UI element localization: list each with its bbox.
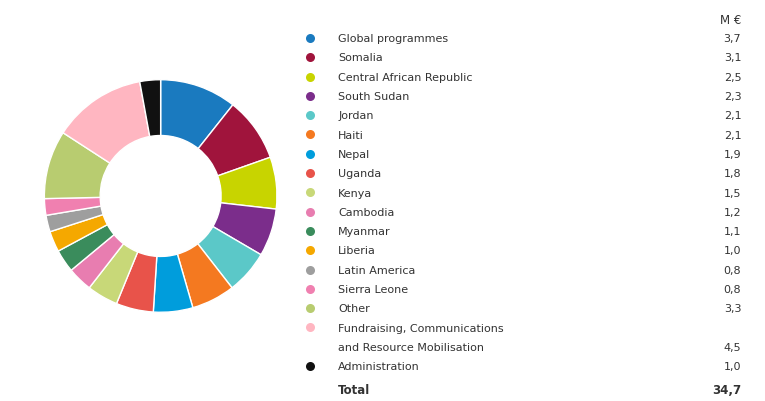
Wedge shape <box>161 81 233 149</box>
Text: 1,2: 1,2 <box>724 207 741 217</box>
Text: Somalia: Somalia <box>338 53 382 63</box>
Wedge shape <box>213 203 276 255</box>
Text: 1,0: 1,0 <box>724 246 741 256</box>
Text: Jordan: Jordan <box>338 111 373 121</box>
Text: 2,5: 2,5 <box>724 73 741 83</box>
Text: 1,1: 1,1 <box>724 227 741 237</box>
Text: 2,3: 2,3 <box>724 92 741 102</box>
Text: Liberia: Liberia <box>338 246 376 256</box>
Text: 0,8: 0,8 <box>724 265 741 275</box>
Text: M €: M € <box>720 14 741 27</box>
Text: 0,8: 0,8 <box>724 284 741 294</box>
Text: Myanmar: Myanmar <box>338 227 391 237</box>
Text: 4,5: 4,5 <box>724 342 741 352</box>
Text: 1,5: 1,5 <box>724 188 741 198</box>
Text: Sierra Leone: Sierra Leone <box>338 284 409 294</box>
Text: Global programmes: Global programmes <box>338 34 448 44</box>
Text: Uganda: Uganda <box>338 169 382 179</box>
Text: 3,3: 3,3 <box>724 304 741 314</box>
Text: Latin America: Latin America <box>338 265 415 275</box>
Wedge shape <box>71 235 123 288</box>
Text: 3,1: 3,1 <box>724 53 741 63</box>
Wedge shape <box>50 215 107 251</box>
Text: and Resource Mobilisation: and Resource Mobilisation <box>338 342 484 352</box>
Text: Haiti: Haiti <box>338 130 364 140</box>
Text: 3,7: 3,7 <box>724 34 741 44</box>
Text: Nepal: Nepal <box>338 150 370 160</box>
Text: 1,0: 1,0 <box>724 361 741 371</box>
Text: South Sudan: South Sudan <box>338 92 409 102</box>
Text: 1,9: 1,9 <box>724 150 741 160</box>
Wedge shape <box>116 252 157 312</box>
Wedge shape <box>153 255 193 312</box>
Text: Fundraising, Communications: Fundraising, Communications <box>338 323 504 333</box>
Text: Other: Other <box>338 304 370 314</box>
Text: 2,1: 2,1 <box>724 130 741 140</box>
Text: Central African Republic: Central African Republic <box>338 73 473 83</box>
Text: 1,8: 1,8 <box>724 169 741 179</box>
Wedge shape <box>63 82 150 164</box>
Wedge shape <box>44 198 101 216</box>
Wedge shape <box>198 105 270 176</box>
Wedge shape <box>218 158 277 210</box>
Wedge shape <box>140 81 161 137</box>
Wedge shape <box>198 227 261 288</box>
Text: Kenya: Kenya <box>338 188 373 198</box>
Text: Cambodia: Cambodia <box>338 207 395 217</box>
Text: Total: Total <box>338 383 370 397</box>
Wedge shape <box>46 207 103 232</box>
Wedge shape <box>58 225 114 271</box>
Text: 2,1: 2,1 <box>724 111 741 121</box>
Text: Administration: Administration <box>338 361 420 371</box>
Wedge shape <box>177 244 232 308</box>
Text: 34,7: 34,7 <box>712 383 741 397</box>
Wedge shape <box>44 134 110 199</box>
Wedge shape <box>90 244 138 304</box>
